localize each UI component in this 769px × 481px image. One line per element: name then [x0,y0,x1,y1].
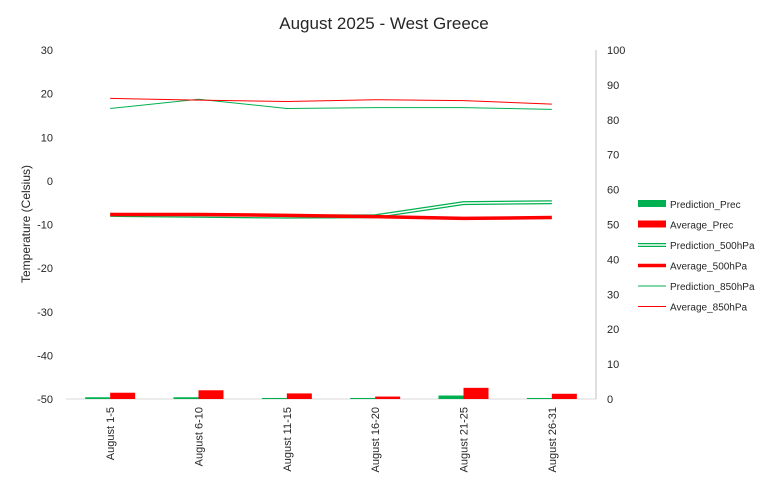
series-line [110,97,552,105]
series-line [110,212,552,221]
y-tick-label: 30 [41,45,53,57]
tick-labels: 3020100-10-20-30-40-50100908070605040302… [37,45,625,472]
y-tick-label: -20 [37,263,53,275]
bar [463,387,489,399]
bars [85,387,577,399]
legend-label: Prediction_850hPa [670,282,755,293]
x-tick-label: August 6-10 [194,407,206,466]
chart-title: August 2025 - West Greece [279,14,488,33]
legend-label: Average_850hPa [670,303,748,314]
y2-tick-label: 50 [607,220,619,232]
bar [198,390,224,399]
x-tick-label: August 1-5 [105,407,117,460]
legend-swatch [638,220,666,228]
legend-swatch [638,200,666,207]
bar [438,395,464,399]
x-tick-label: August 11-15 [282,407,294,472]
y-tick-label: -50 [37,394,53,406]
y2-tick-label: 90 [607,80,619,92]
y2-tick-label: 20 [607,324,619,336]
y2-tick-label: 10 [607,359,619,371]
bar [110,392,136,399]
x-tick-label: August 26-31 [547,407,559,472]
y-tick-label: 10 [41,132,53,144]
y2-tick-label: 0 [607,394,613,406]
y-axis-label: Temperature (Celsius) [19,165,33,283]
axes [66,50,597,400]
y-tick-label: 0 [47,176,53,188]
bar [375,396,401,399]
y2-tick-label: 70 [607,150,619,162]
legend-label: Average_Prec [670,221,733,232]
y-tick-label: 20 [41,89,53,101]
bar [526,397,552,399]
legend: Prediction_Prec Average_Prec Prediction_50… [638,200,755,314]
y2-tick-label: 80 [607,115,619,127]
bar [261,397,287,399]
bar [85,397,111,399]
y-tick-label: -10 [37,220,53,232]
bar [173,397,199,399]
x-tick-label: August 21-25 [459,407,471,472]
bar [350,397,376,399]
bar [286,393,312,399]
y2-tick-label: 60 [607,185,619,197]
y-tick-label: -30 [37,307,53,319]
y2-tick-label: 40 [607,254,619,266]
series-lines [110,97,552,221]
legend-label: Average_500hPa [670,262,748,273]
y2-tick-label: 30 [607,289,619,301]
legend-label: Prediction_Prec [670,200,741,211]
y2-tick-label: 100 [607,45,625,57]
x-tick-label: August 16-20 [370,407,382,472]
bar [551,393,577,399]
y-tick-label: -40 [37,350,53,362]
legend-label: Prediction_500hPa [670,241,755,252]
series-line [110,98,552,110]
